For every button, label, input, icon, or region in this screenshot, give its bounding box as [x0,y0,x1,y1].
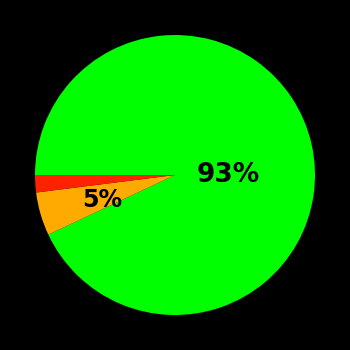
Wedge shape [36,175,175,234]
Text: 93%: 93% [197,162,260,188]
Wedge shape [35,35,315,315]
Text: 5%: 5% [82,188,122,212]
Wedge shape [35,175,175,192]
